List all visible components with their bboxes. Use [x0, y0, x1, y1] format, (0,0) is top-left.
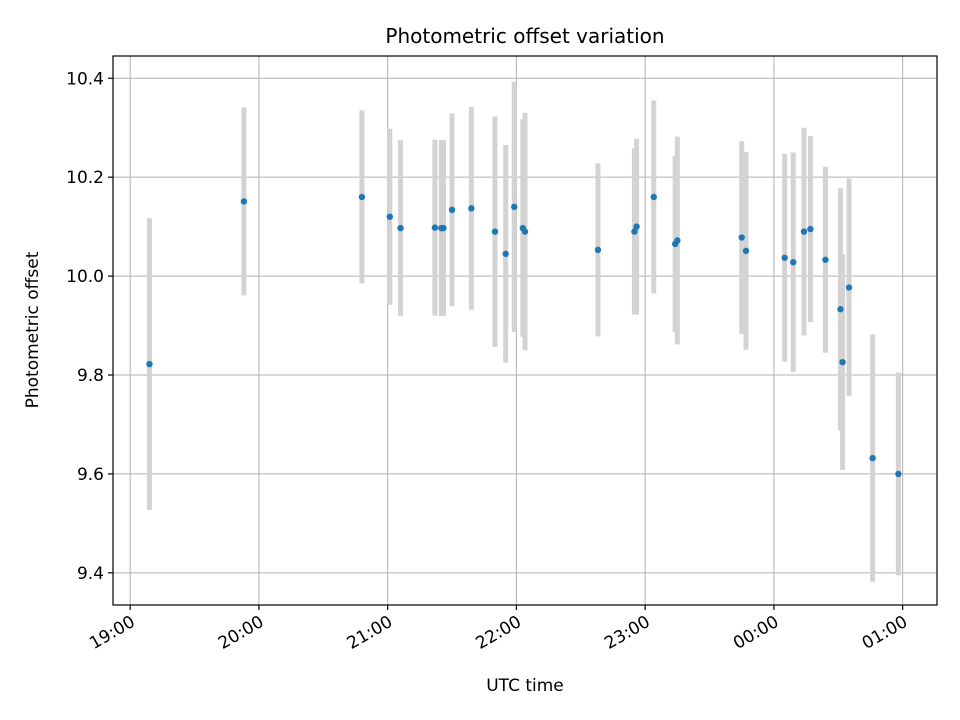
data-point — [807, 225, 814, 233]
y-axis-ticks: 9.4 9.6 9.8 10.0 10.2 10.4 — [66, 69, 113, 584]
data-point — [845, 284, 853, 291]
x-axis-label: UTC time — [486, 676, 564, 696]
data-point — [358, 193, 366, 201]
data-point — [468, 205, 475, 212]
data-point — [800, 228, 808, 235]
y-tick-label: 10.0 — [66, 267, 104, 287]
data-point — [895, 470, 902, 478]
data-point — [511, 203, 518, 211]
data-point — [738, 234, 745, 241]
data-point — [594, 246, 602, 254]
data-point — [440, 224, 447, 232]
data-point — [790, 259, 797, 266]
data-point — [431, 224, 439, 231]
data-point — [633, 223, 640, 230]
data-point — [146, 360, 153, 368]
y-tick-label: 9.4 — [77, 564, 104, 584]
y-tick-label: 10.2 — [66, 168, 104, 188]
chart-title: Photometric offset variation — [385, 24, 664, 48]
data-point — [631, 228, 638, 235]
data-point — [521, 228, 529, 235]
data-point — [650, 193, 657, 201]
data-point — [240, 198, 248, 205]
data-point — [822, 256, 829, 263]
data-point — [502, 250, 509, 258]
data-point — [781, 254, 788, 261]
y-axis-label: Photometric offset — [23, 251, 43, 408]
plot-frame — [112, 55, 938, 606]
data-point — [742, 247, 750, 255]
y-tick-label: 9.8 — [77, 366, 104, 386]
y-tick-label: 10.4 — [66, 69, 104, 89]
data-point — [674, 237, 681, 244]
y-tick-label: 9.6 — [77, 465, 104, 485]
data-points — [146, 193, 902, 478]
data-point — [837, 306, 844, 313]
data-point — [448, 206, 456, 214]
data-point — [869, 454, 876, 462]
data-point — [397, 224, 404, 232]
data-point — [386, 213, 394, 220]
data-point — [839, 358, 846, 366]
data-point — [491, 228, 499, 235]
grid-lines — [113, 56, 937, 605]
